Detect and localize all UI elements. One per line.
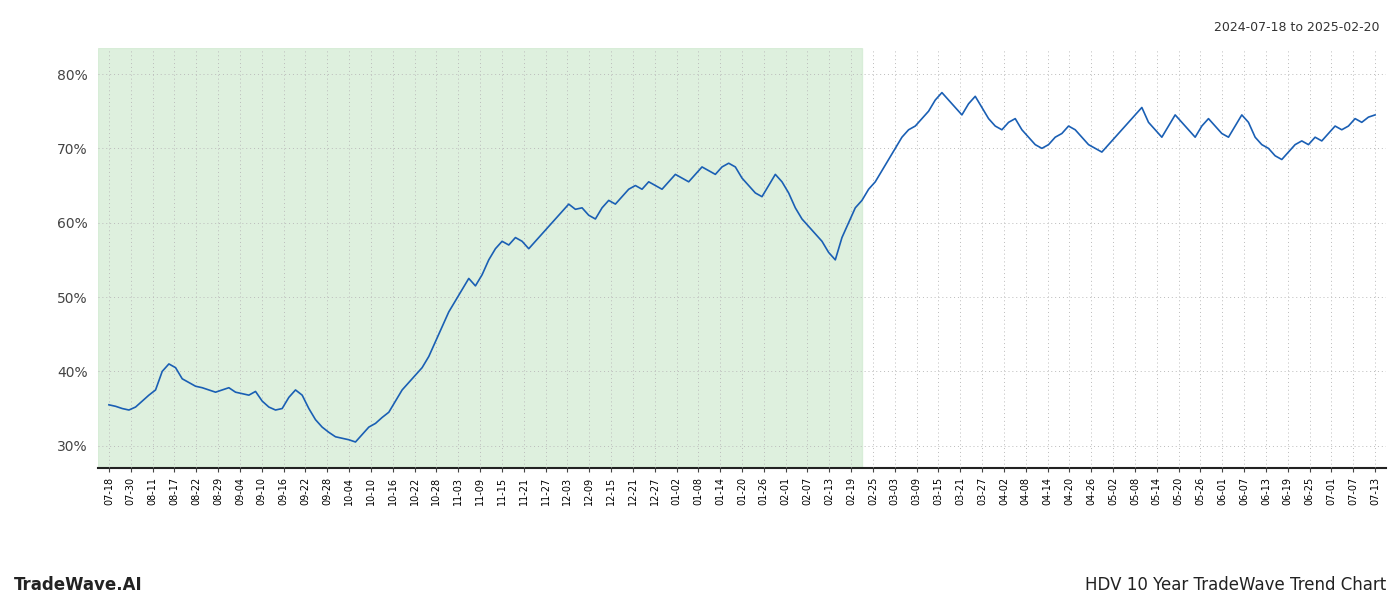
Bar xyxy=(98,48,862,468)
Text: TradeWave.AI: TradeWave.AI xyxy=(14,576,143,594)
Text: 2024-07-18 to 2025-02-20: 2024-07-18 to 2025-02-20 xyxy=(1214,21,1379,34)
Text: HDV 10 Year TradeWave Trend Chart: HDV 10 Year TradeWave Trend Chart xyxy=(1085,576,1386,594)
